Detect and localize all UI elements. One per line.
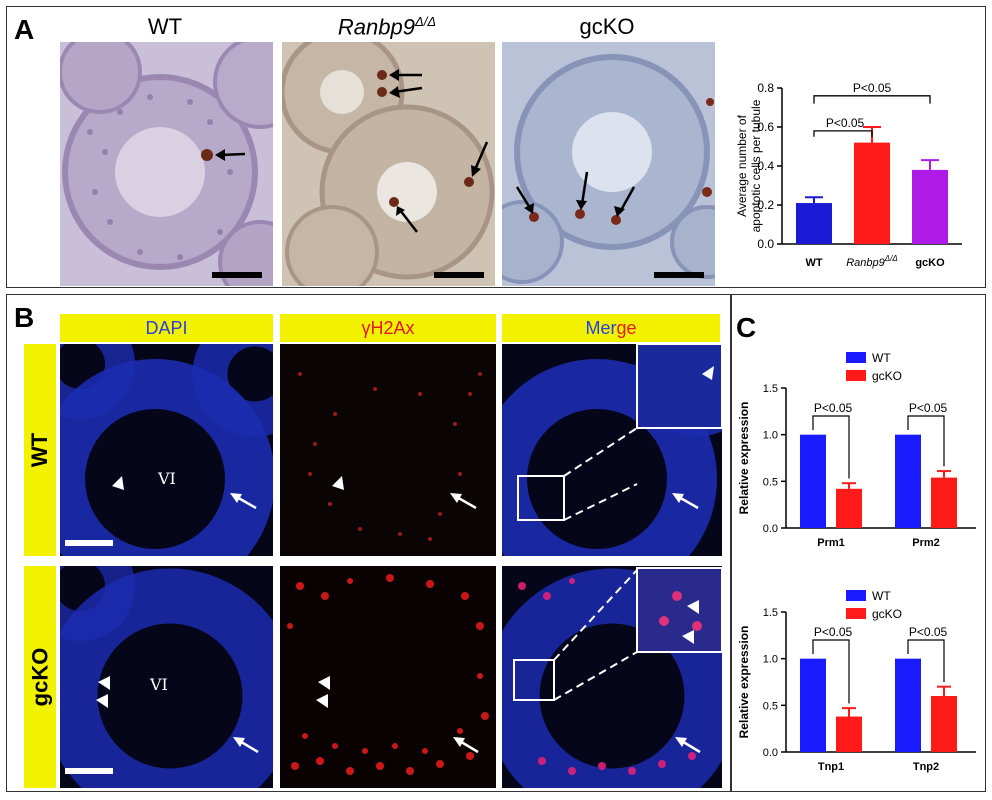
if-micrograph-wt-merge — [502, 344, 722, 556]
x-tick-label: WT — [805, 257, 822, 269]
x-tick-label: Ranbp9Δ/Δ — [846, 254, 898, 269]
expression-chart-prm: WT gcKO 0.0 0.5 1.0 1.5 Relative expression Prm… — [737, 351, 976, 549]
y-tick-label: 0.5 — [763, 476, 778, 488]
y-tick-label: 1.0 — [763, 430, 778, 442]
y-axis-label-line: apoptotic cells per tubule — [749, 99, 763, 232]
significance-bracket — [907, 415, 945, 467]
bar-wt — [796, 203, 832, 244]
y-axis-label: Relative expression — [737, 402, 751, 515]
panel-a-title-wt: WT — [147, 14, 183, 39]
bar-prm1-wt — [800, 434, 826, 528]
apoptosis-bar-chart: 0.0 0.2 0.4 0.6 0.8 Average number ofapoptoti… — [735, 81, 962, 269]
significance-bracket — [812, 415, 850, 479]
significance-label: P<0.05 — [826, 116, 865, 130]
y-tick-label: 0.4 — [757, 159, 774, 173]
significance-bracket — [907, 639, 945, 682]
x-tick-label: Tnp2 — [913, 761, 939, 773]
row-label-wt-text: WT — [27, 432, 53, 468]
x-tick-label: Prm2 — [912, 537, 940, 549]
panel-a-title-ranbp9-name: Ranbp9 — [337, 14, 415, 40]
legend-swatch-wt — [846, 590, 866, 601]
y-tick-label: 0.5 — [763, 700, 778, 712]
panel-a-title-gckO: gcKO — [579, 14, 635, 39]
column-label-dapi-text: DAPI — [145, 317, 188, 338]
bar-ranbp9 — [854, 142, 890, 244]
legend-swatch-gcko — [846, 370, 866, 381]
bar-prm2-gcko — [931, 477, 957, 528]
row-label-gckO-text: gcKO — [27, 647, 52, 707]
y-tick-label: 1.0 — [763, 654, 778, 666]
y-axis-label: Average number ofapoptotic cells per tub… — [735, 99, 763, 232]
y-tick-label: 0.6 — [757, 120, 774, 134]
column-label-dapi: DAPI — [60, 314, 273, 342]
bar-gcko — [912, 169, 948, 244]
significance-label: P<0.05 — [909, 401, 948, 415]
expression-chart-tnp: WT gcKO 0.0 0.5 1.0 1.5 Relative expression Tnp… — [737, 589, 976, 773]
bar-tnp1-wt — [800, 658, 826, 752]
ihc-micrograph-ranbp9 — [282, 42, 495, 286]
significance-label: P<0.05 — [853, 81, 892, 95]
legend-swatch-gcko — [846, 608, 866, 619]
column-label-merge: Mer ge — [502, 314, 720, 342]
significance-label: P<0.05 — [814, 625, 853, 639]
x-tick-label: Tnp1 — [818, 761, 844, 773]
x-tick-label: Prm1 — [817, 537, 845, 549]
row-label-wt: WT — [24, 344, 56, 556]
stage-label-wt: VI — [157, 469, 176, 488]
legend-label: WT — [872, 589, 891, 603]
bar-tnp2-gcko — [931, 696, 957, 752]
y-tick-label: 1.5 — [763, 607, 778, 619]
bar-prm2-wt — [895, 434, 921, 528]
y-tick-label: 0.0 — [757, 237, 774, 251]
ihc-micrograph-gckO — [502, 42, 715, 286]
ihc-micrograph-wt — [60, 42, 273, 286]
if-micrograph-wt-gh2ax — [280, 344, 496, 556]
legend-label: WT — [872, 351, 891, 365]
panel-a-title-ranbp9: Ranbp9Δ/Δ — [282, 14, 492, 40]
column-label-merge-mer: Mer — [585, 317, 617, 338]
if-micrograph-wt-dapi: VI — [60, 344, 273, 556]
significance-label: P<0.05 — [909, 625, 948, 639]
bar-prm1-gcko — [836, 488, 862, 528]
column-label-merge-ge: ge — [616, 317, 637, 338]
significance-bracket — [813, 95, 931, 104]
bar-tnp2-wt — [895, 658, 921, 752]
stage-label-gckO: VI — [149, 675, 168, 694]
x-tick-label-name: WT — [805, 257, 822, 269]
row-label-gckO: gcKO — [24, 566, 56, 788]
x-tick-label: gcKO — [915, 257, 945, 269]
column-label-gh2ax-text: γH2Ax — [361, 317, 415, 338]
if-micrograph-gckO-gh2ax — [280, 566, 496, 788]
y-tick-label: 0.2 — [757, 198, 774, 212]
y-axis-label-line: Average number of — [735, 114, 749, 217]
legend-label: gcKO — [872, 369, 902, 383]
panel-b-letter: B — [14, 302, 35, 333]
legend-swatch-wt — [846, 352, 866, 363]
bar-tnp1-gcko — [836, 716, 862, 752]
x-tick-label-sup: Δ/Δ — [884, 254, 898, 263]
significance-bracket — [812, 639, 850, 704]
panel-a-title-ranbp9-sup: Δ/Δ — [415, 14, 437, 29]
x-tick-label-name: gcKO — [915, 257, 945, 269]
significance-label: P<0.05 — [814, 401, 853, 415]
panel-a-letter: A — [14, 14, 35, 45]
y-tick-label: 0.0 — [763, 523, 778, 535]
legend-label: gcKO — [872, 607, 902, 621]
y-axis-label: Relative expression — [737, 626, 751, 739]
column-label-gh2ax: γH2Ax — [280, 314, 496, 342]
significance-bracket — [813, 130, 873, 137]
y-tick-label: 0.8 — [757, 81, 774, 95]
y-tick-label: 1.5 — [763, 383, 778, 395]
if-micrograph-gckO-merge — [502, 566, 722, 788]
if-micrograph-gckO-dapi: VI — [60, 566, 273, 788]
panel-c-letter: C — [736, 312, 757, 343]
x-tick-label-name: Ranbp9 — [846, 257, 885, 269]
y-tick-label: 0.0 — [763, 747, 778, 759]
